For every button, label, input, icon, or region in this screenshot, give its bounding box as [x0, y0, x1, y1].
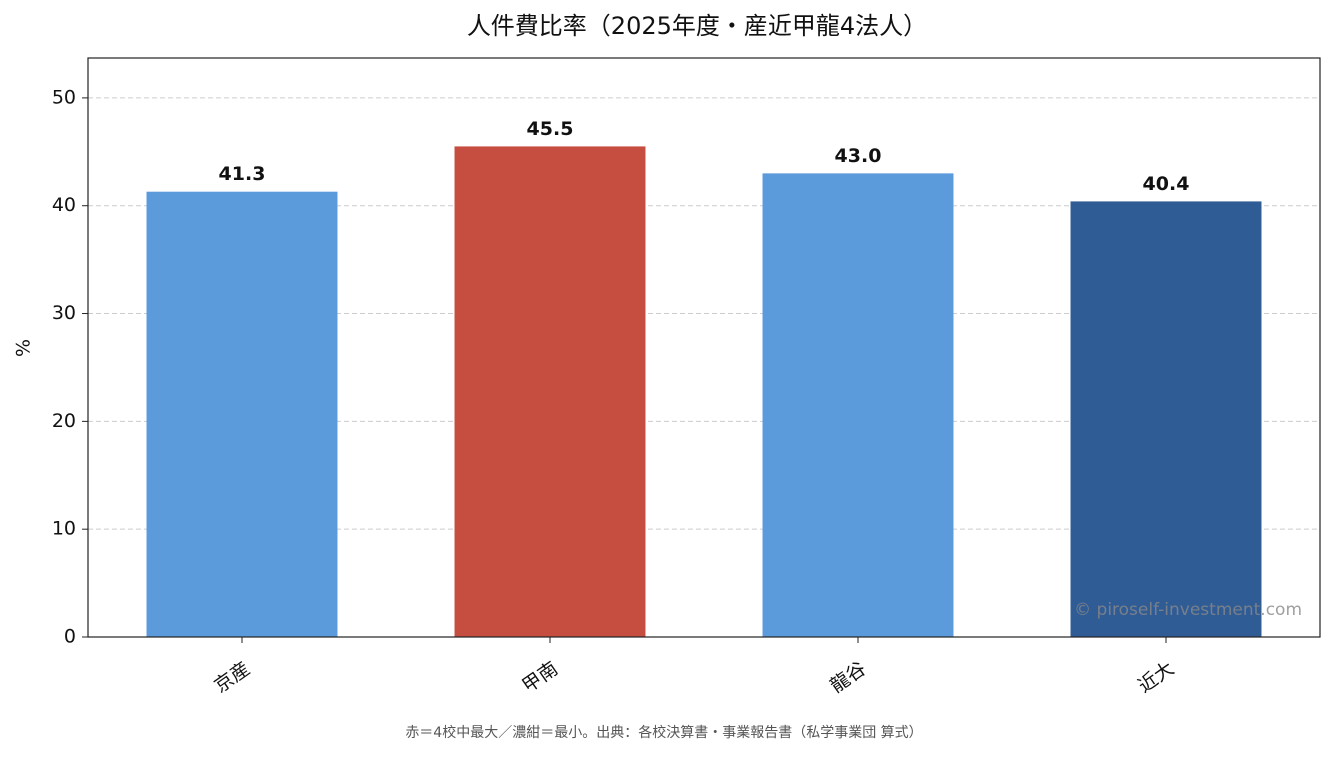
x-tick-label: 甲南	[518, 658, 562, 698]
y-axis-label: %	[13, 339, 35, 357]
value-label: 45.5	[527, 118, 574, 140]
bar	[1070, 201, 1262, 638]
y-tick-label: 0	[64, 626, 76, 648]
x-tick-label: 近大	[1134, 658, 1178, 698]
watermark: © piroself-investment.com	[1074, 600, 1302, 620]
y-tick-label: 10	[52, 518, 76, 540]
y-tick-label: 40	[52, 194, 76, 216]
y-tick-label: 20	[52, 410, 76, 432]
value-label: 43.0	[835, 145, 882, 167]
footnote: 赤＝4校中最大／濃紺＝最小。出典：各校決算書・事業報告書（私学事業団 算式）	[405, 724, 922, 741]
value-label: 40.4	[1143, 173, 1190, 195]
y-tick-label: 50	[52, 86, 76, 108]
value-label: 41.3	[219, 163, 266, 185]
bar	[762, 173, 954, 637]
y-tick-label: 30	[52, 302, 76, 324]
bar	[146, 191, 338, 638]
plot-frame	[87, 57, 1321, 638]
bar	[454, 146, 646, 638]
chart-title: 人件費比率（2025年度・産近甲龍4法人）	[467, 12, 927, 40]
x-tick-label: 京産	[210, 658, 254, 698]
x-tick-label: 龍谷	[826, 658, 870, 698]
